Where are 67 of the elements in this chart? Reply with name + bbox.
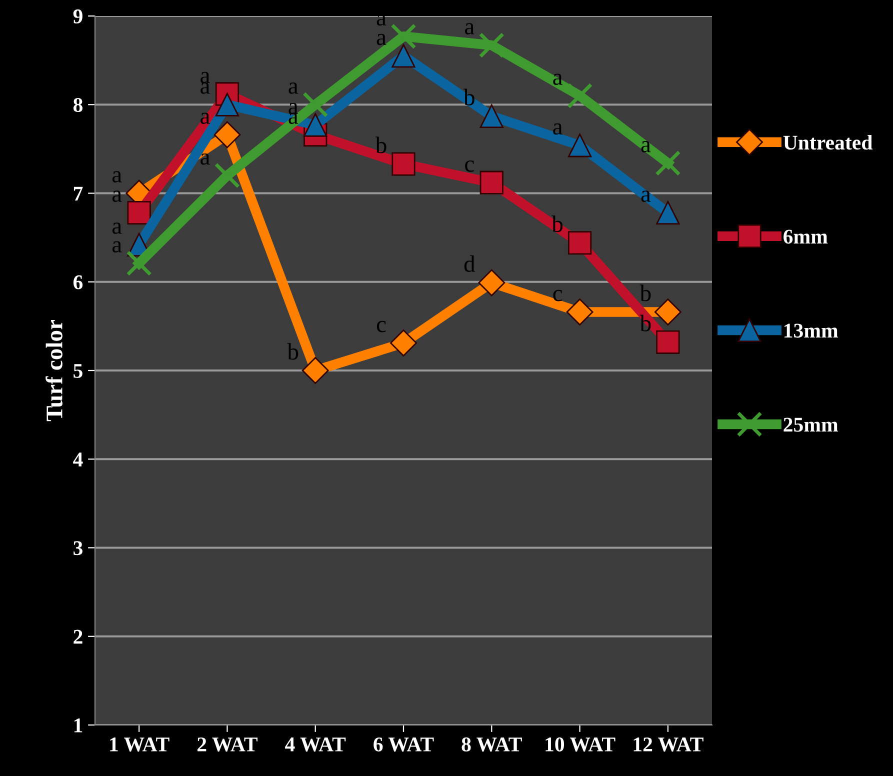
point (656, 200, 680, 225)
y-tick-label: 1 (74, 718, 82, 732)
data-label: a (112, 171, 122, 182)
point (214, 121, 241, 148)
x-tick-label: 1 WAT (110, 738, 170, 752)
data-label: a (200, 153, 210, 165)
y-tick-label: 8 (73, 98, 83, 112)
data-label: c (553, 290, 562, 302)
y-tick-label: 7 (74, 186, 83, 200)
data-label: c (465, 160, 474, 172)
y-tick-label: 4 (73, 452, 83, 466)
data-label: a (112, 241, 122, 253)
point (480, 104, 504, 128)
x-tick-label: 2 WAT (198, 737, 258, 752)
data-label: b (375, 136, 386, 154)
data-label: a (553, 74, 562, 86)
data-label: b (464, 88, 474, 106)
y-tick-label: 5 (74, 364, 82, 378)
data-label: d (464, 255, 476, 272)
data-label: a (288, 82, 298, 94)
point (478, 32, 504, 58)
legend-label: 6mm (784, 230, 828, 244)
legend-label: 25mm (784, 418, 838, 432)
point (655, 150, 681, 176)
data-label: a (641, 141, 651, 152)
y-tick-label: 2 (74, 630, 82, 644)
x-tick-label: 6 WAT (374, 737, 434, 752)
point (568, 231, 592, 255)
point (302, 92, 328, 118)
x-tick-label: 4 WAT (285, 738, 346, 752)
point (127, 200, 151, 225)
y-axis-title: Turf color (46, 320, 62, 422)
point (390, 24, 416, 50)
point (126, 250, 152, 276)
point (568, 134, 592, 158)
legend-label: Untreated (783, 135, 872, 150)
point (304, 113, 328, 137)
point (478, 269, 506, 296)
point (215, 92, 240, 116)
point (392, 152, 416, 176)
y-tick-label: 3 (74, 541, 82, 556)
data-label: b (287, 343, 298, 360)
data-label: a (376, 34, 386, 46)
data-label: a (200, 82, 210, 94)
data-label: c (376, 320, 386, 332)
point (566, 298, 594, 326)
y-tick-label: 9 (73, 9, 82, 24)
point (302, 357, 329, 384)
y-tick-label: 6 (73, 275, 83, 290)
legend-label: 13mm (784, 324, 838, 338)
point (566, 82, 593, 109)
x-tick-label: 8 WAT (462, 737, 522, 752)
point (654, 298, 682, 326)
point (480, 170, 504, 194)
point (214, 162, 240, 188)
data-label: a (112, 190, 122, 202)
data-label: a (553, 123, 562, 135)
data-label: a (200, 72, 210, 84)
data-label: b (640, 284, 651, 302)
point (392, 44, 416, 68)
data-label: a (641, 190, 651, 202)
point (390, 330, 417, 356)
data-label: a (112, 222, 122, 234)
x-tick-label: 12 WAT (634, 737, 704, 752)
data-label: a (465, 23, 474, 34)
point (656, 330, 680, 354)
x-tick-label: 10 WAT (546, 737, 616, 752)
